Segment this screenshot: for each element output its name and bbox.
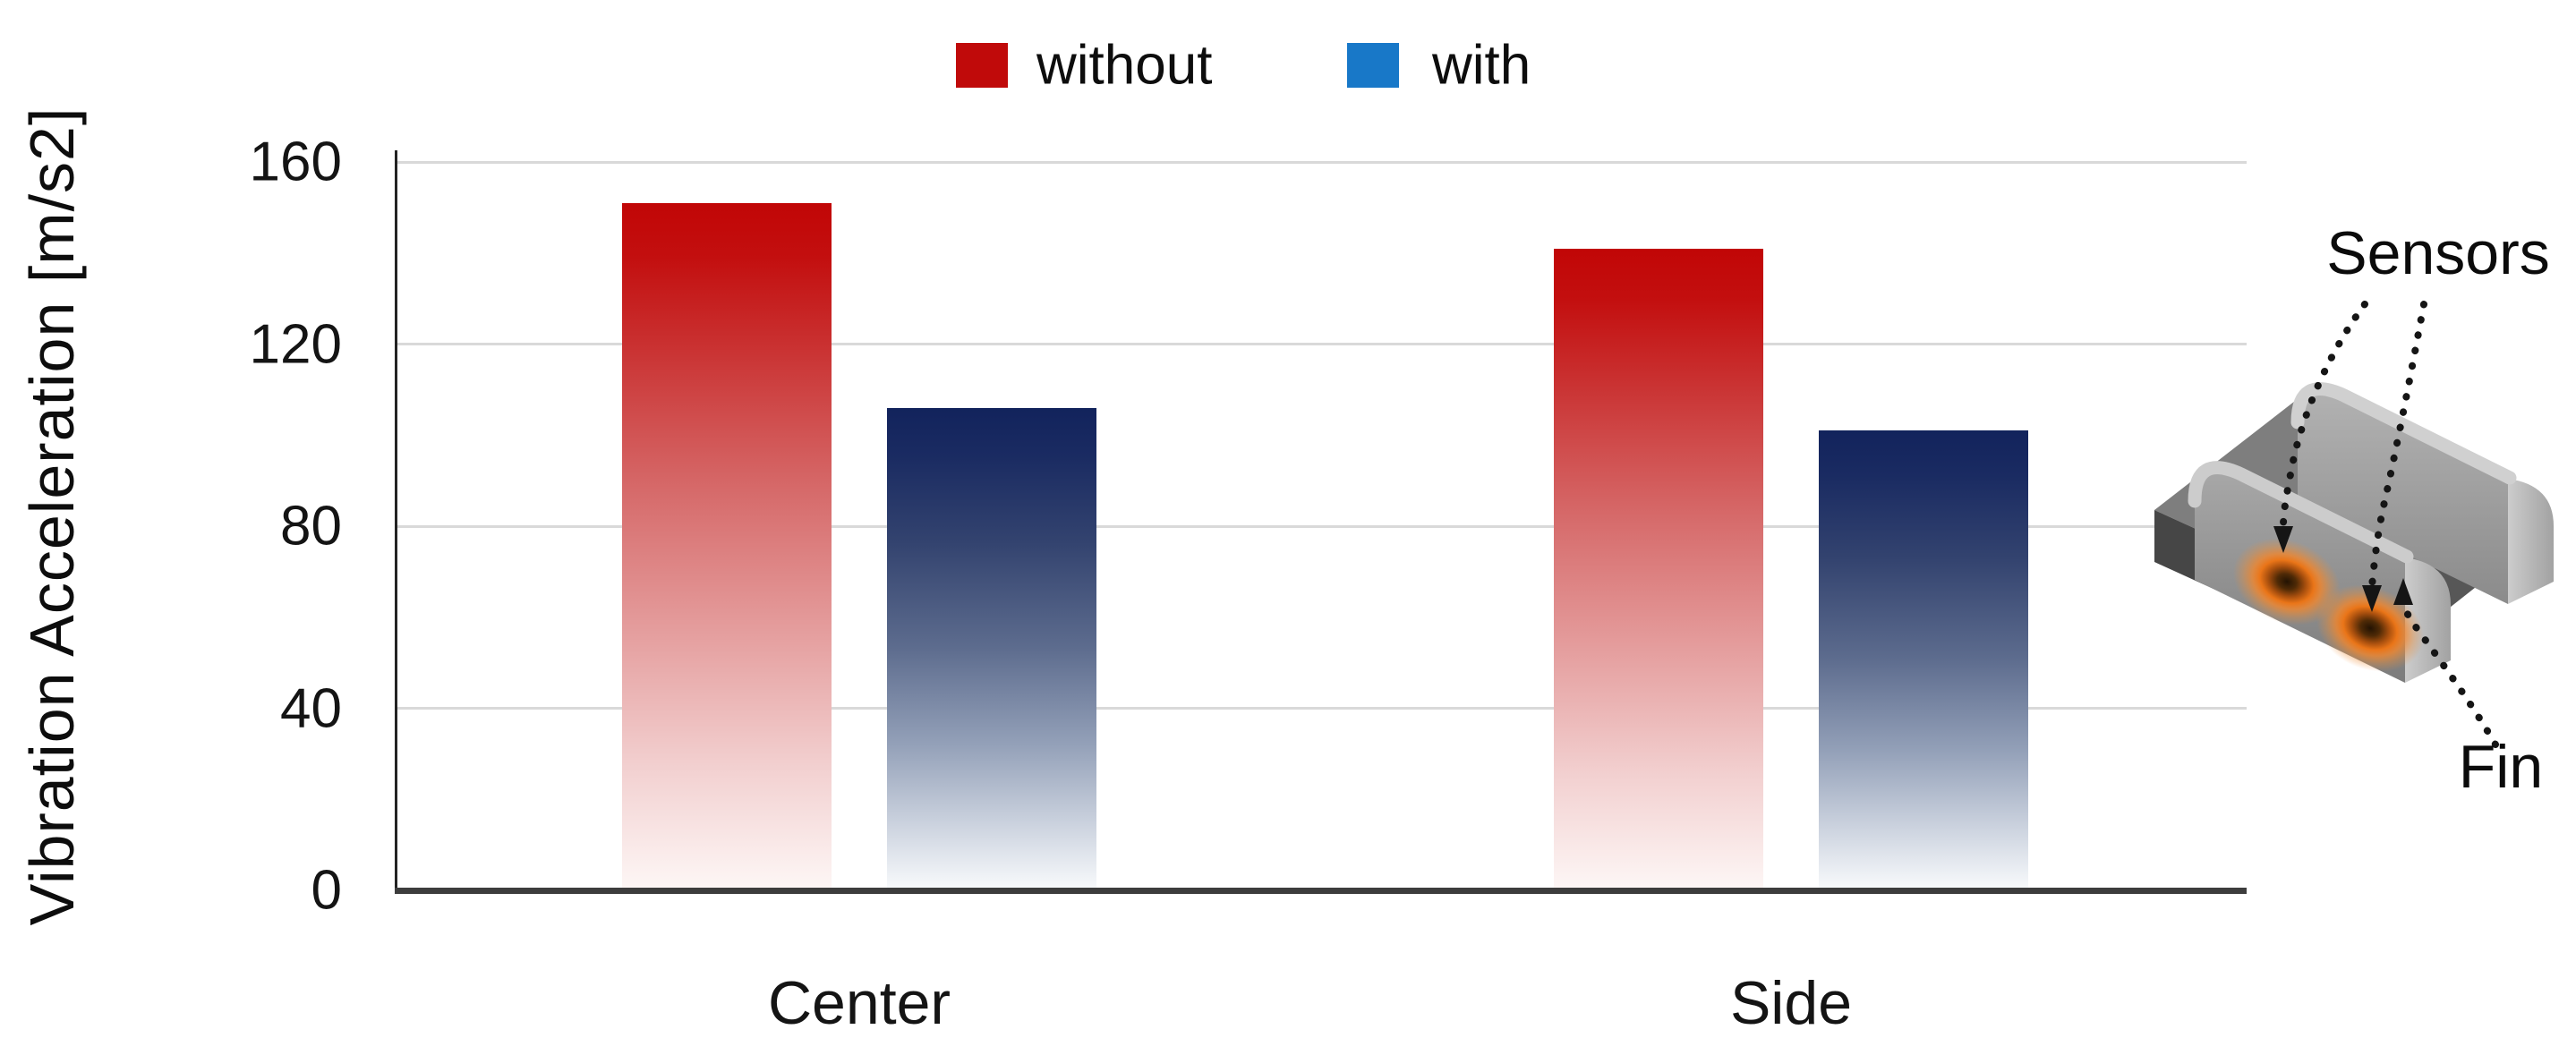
sensor-spot-left bbox=[2232, 538, 2341, 625]
y-tick-label-120: 120 bbox=[249, 313, 342, 376]
gridline-160 bbox=[397, 161, 2247, 164]
legend-label-with: with bbox=[1432, 34, 1531, 97]
y-axis-line bbox=[395, 150, 397, 894]
gridline-120 bbox=[397, 343, 2247, 345]
x-axis-line bbox=[395, 888, 2247, 894]
bar-without-side bbox=[1554, 249, 1763, 888]
gridline-40 bbox=[397, 707, 2247, 710]
legend-swatch-without bbox=[956, 43, 1008, 88]
fin-label: Fin bbox=[2459, 733, 2543, 801]
category-label-side: Side bbox=[1729, 969, 1853, 1037]
bar-with-center bbox=[887, 408, 1096, 888]
fin-far bbox=[2290, 382, 2554, 604]
bar-with-side bbox=[1819, 430, 2028, 888]
y-tick-label-40: 40 bbox=[280, 677, 342, 740]
y-tick-label-160: 160 bbox=[249, 131, 342, 193]
y-tick-label-0: 0 bbox=[311, 859, 342, 922]
sensor-arrows bbox=[2280, 301, 2499, 748]
gridline-80 bbox=[397, 525, 2247, 528]
sensors-label: Sensors bbox=[2326, 219, 2549, 287]
category-label-center: Center bbox=[767, 969, 951, 1037]
sensor-spot-right bbox=[2316, 584, 2425, 672]
legend-swatch-with bbox=[1347, 43, 1399, 88]
legend-label-without: without bbox=[1036, 34, 1213, 97]
y-tick-label-80: 80 bbox=[280, 495, 342, 557]
fin-sensor-illustration: Sensors Fin bbox=[2154, 219, 2554, 801]
bar-without-center bbox=[622, 203, 832, 888]
arrowheads bbox=[2273, 526, 2413, 612]
y-axis-title: Vibration Acceleration [m/s2] bbox=[17, 106, 87, 926]
